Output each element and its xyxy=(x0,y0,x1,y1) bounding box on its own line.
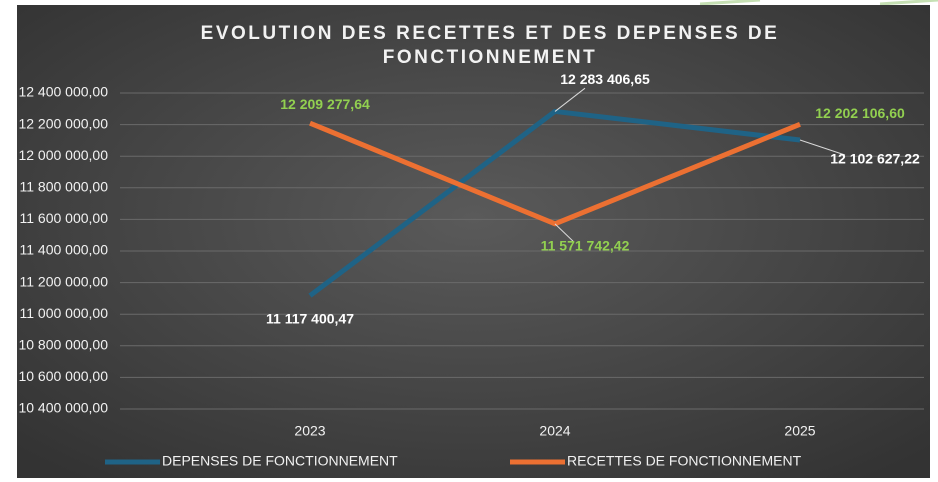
y-tick-label: 12 000 000,00 xyxy=(18,147,108,163)
data-label: 11 571 742,42 xyxy=(541,238,630,254)
y-tick-label: 10 400 000,00 xyxy=(18,400,108,416)
y-tick-label: 10 800 000,00 xyxy=(18,337,108,353)
y-tick-label: 11 200 000,00 xyxy=(20,273,109,289)
data-label: 12 202 106,60 xyxy=(815,105,905,121)
legend-label: DEPENSES DE FONCTIONNEMENT xyxy=(162,453,398,469)
leader-line xyxy=(554,223,574,242)
chart-background xyxy=(17,5,930,478)
leader-line xyxy=(799,139,846,156)
y-tick-label: 12 400 000,00 xyxy=(18,84,108,100)
y-tick-label: 10 600 000,00 xyxy=(18,368,108,384)
data-label: 12 283 406,65 xyxy=(560,71,650,87)
x-tick-label: 2024 xyxy=(539,423,570,439)
decoration xyxy=(699,0,761,6)
y-tick-label: 12 200 000,00 xyxy=(18,115,108,131)
chart-title: EVOLUTION DES RECETTES ET DES DEPENSES D… xyxy=(200,23,780,68)
x-tick-label: 2025 xyxy=(784,423,815,439)
y-tick-label: 11 800 000,00 xyxy=(20,179,109,195)
decoration xyxy=(879,0,938,6)
leader-line xyxy=(554,87,586,112)
y-tick-label: 11 600 000,00 xyxy=(20,210,109,226)
legend-label: RECETTES DE FONCTIONNEMENT xyxy=(567,453,802,469)
y-tick-label: 11 000 000,00 xyxy=(20,305,109,321)
data-label: 12 209 277,64 xyxy=(280,96,370,112)
y-tick-label: 11 400 000,00 xyxy=(20,242,109,258)
data-label: 12 102 627,22 xyxy=(830,151,920,167)
x-tick-label: 2023 xyxy=(294,423,325,439)
data-label: 11 117 400,47 xyxy=(266,310,354,326)
